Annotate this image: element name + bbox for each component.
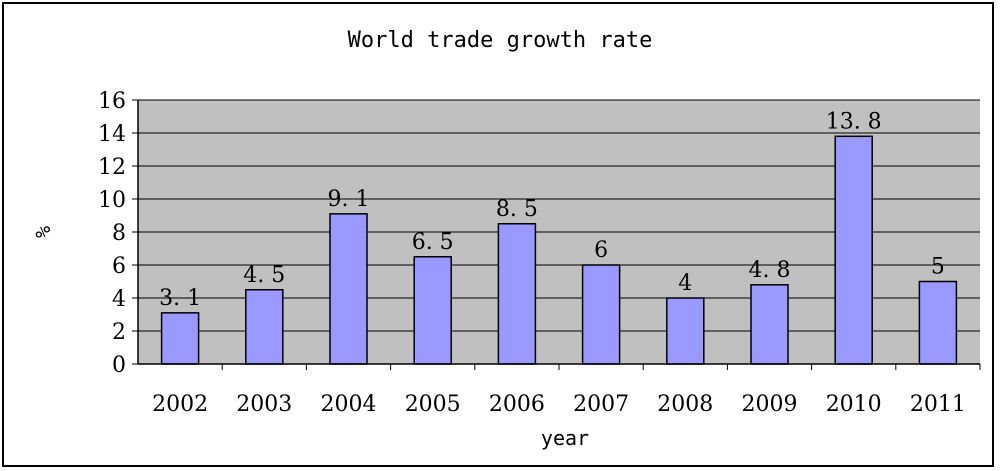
data-label: 4 bbox=[678, 271, 692, 296]
chart-title: World trade growth rate bbox=[347, 28, 653, 53]
data-label: 9. 1 bbox=[328, 187, 370, 212]
x-tick-label: 2010 bbox=[826, 392, 882, 417]
x-tick-label: 2006 bbox=[489, 392, 545, 417]
y-tick-label: 4 bbox=[112, 287, 126, 312]
y-tick-label: 12 bbox=[98, 155, 126, 180]
x-tick-label: 2005 bbox=[405, 392, 461, 417]
data-label: 13. 8 bbox=[826, 109, 882, 134]
y-tick-label: 2 bbox=[112, 320, 126, 345]
x-tick-label: 2007 bbox=[573, 392, 629, 417]
x-tick-label: 2011 bbox=[910, 392, 966, 417]
bar bbox=[329, 213, 368, 365]
data-label: 6 bbox=[594, 238, 608, 263]
bar bbox=[581, 264, 621, 365]
x-tick-label: 2004 bbox=[321, 392, 377, 417]
y-tick-label: 0 bbox=[112, 353, 126, 378]
bar bbox=[497, 223, 537, 365]
bar bbox=[160, 312, 200, 365]
x-tick-label: 2002 bbox=[152, 392, 208, 417]
bar bbox=[413, 256, 452, 365]
bar bbox=[834, 135, 873, 365]
bar bbox=[750, 284, 789, 365]
data-label: 5 bbox=[931, 255, 945, 280]
y-tick-label: 8 bbox=[112, 221, 126, 246]
y-tick-label: 6 bbox=[112, 254, 126, 279]
data-label: 4. 8 bbox=[749, 258, 791, 283]
y-tick-label: 10 bbox=[98, 188, 126, 213]
bar bbox=[666, 297, 705, 365]
y-tick-label: 16 bbox=[98, 89, 126, 114]
y-tick-label: 14 bbox=[98, 122, 126, 147]
x-tick-label: 2003 bbox=[236, 392, 292, 417]
bar bbox=[918, 280, 958, 365]
data-label: 8. 5 bbox=[496, 197, 538, 222]
data-label: 6. 5 bbox=[412, 230, 454, 255]
x-tick-label: 2009 bbox=[742, 392, 798, 417]
data-label: 3. 1 bbox=[159, 286, 201, 311]
x-tick-label: 2008 bbox=[657, 392, 713, 417]
y-axis-title: % bbox=[31, 226, 55, 238]
x-axis-title: year bbox=[541, 426, 589, 450]
bar bbox=[245, 289, 284, 365]
data-label: 4. 5 bbox=[243, 263, 285, 288]
